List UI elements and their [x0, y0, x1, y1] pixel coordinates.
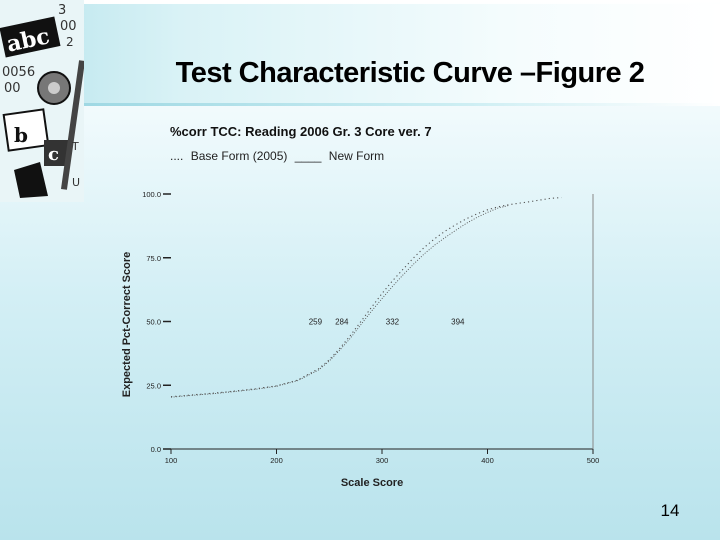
x-tick-label: 300: [376, 456, 389, 465]
series-line-base-form: [170, 197, 562, 398]
title-band: [0, 4, 720, 104]
slide-title: Test Characteristic Curve –Figure 2: [175, 57, 645, 89]
y-tick-label: 100.0: [142, 190, 161, 199]
svg-text:00: 00: [4, 81, 21, 96]
chart-title: %corr TCC: Reading 2006 Gr. 3 Core ver. …: [170, 124, 432, 139]
svg-text:T: T: [71, 140, 79, 153]
score-annotation: 284: [335, 318, 349, 327]
score-annotation: 394: [451, 318, 465, 327]
svg-text:b: b: [14, 123, 28, 147]
svg-text:2: 2: [66, 35, 74, 49]
svg-text:0056: 0056: [2, 65, 35, 80]
series-line-new-form: [170, 205, 509, 398]
svg-text:00: 00: [60, 19, 77, 34]
svg-text:c: c: [48, 144, 59, 165]
svg-text:3: 3: [58, 3, 66, 18]
y-tick-label: 0.0: [151, 445, 161, 454]
legend-label-new: New Form: [328, 149, 385, 163]
page-number: 14: [660, 501, 680, 520]
x-tick-label: 200: [270, 456, 283, 465]
abc-clipart-image: abc 3 00 2 0056 00 b c T U: [0, 0, 84, 202]
legend-label-base: Base Form (2005): [190, 149, 288, 163]
score-annotation: 332: [386, 318, 400, 327]
legend-marker-base: ....: [170, 149, 184, 163]
x-tick-label: 500: [587, 456, 600, 465]
y-tick-label: 25.0: [146, 381, 161, 390]
y-tick-label: 50.0: [146, 318, 161, 327]
title-band-rule: [84, 103, 720, 106]
legend-marker-new: ____: [294, 149, 322, 163]
x-tick-label: 400: [481, 456, 494, 465]
chart-legend: .... Base Form (2005) ____ New Form: [170, 149, 388, 163]
x-tick-label: 100: [165, 456, 178, 465]
x-axis-label: Scale Score: [341, 477, 403, 489]
score-annotation: 259: [309, 318, 323, 327]
y-axis-label: Expected Pct-Correct Score: [121, 252, 133, 398]
y-tick-label: 75.0: [146, 254, 161, 263]
svg-text:U: U: [72, 176, 80, 189]
